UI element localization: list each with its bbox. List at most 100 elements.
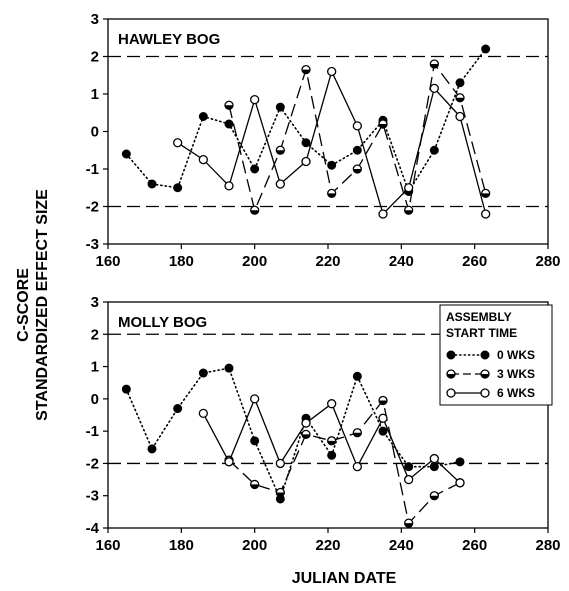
panel1-frame [107, 18, 549, 245]
panel1-series-6-wks-point-1 [198, 154, 208, 165]
legend-sample-3-wks-marker-right-half [481, 374, 489, 378]
panel1-series-3-wks-point-7 [404, 205, 414, 215]
panel2-series-3-wks-point-6-half [379, 400, 387, 405]
panel1-series-0-wks-point-14-dot [481, 44, 491, 54]
panel1-series-3-wks-point-1-half [250, 210, 259, 215]
panel2-series-6-wks-point-2 [250, 394, 260, 404]
panel1-series-0-wks-point-7-dot [301, 138, 311, 148]
panel1-series-3-wks-point-2 [275, 145, 285, 155]
legend-title-line1: ASSEMBLY [446, 310, 512, 324]
panel2-series-3-wks-point-6 [378, 395, 388, 406]
panel2-series-6-wks-point-9-dot [429, 453, 439, 464]
panel2-series-6-wks-point-6-dot [352, 462, 362, 472]
panel2-series-0-wks-point-2 [173, 404, 183, 414]
panel2-series-6-wks-point-0 [198, 408, 208, 419]
panel2-y-tick-label-6: 2 [91, 326, 99, 343]
panel1-y-tick-label-6: 3 [91, 11, 99, 28]
panel2-series-0-wks-point-4-dot [224, 363, 234, 373]
panel1-series-3-wks-point-10-half [481, 193, 490, 198]
panel1-series-6-wks-point-11 [455, 111, 465, 122]
panel1-series-0-wks [121, 44, 491, 196]
panel1-series-0-wks-point-12 [429, 145, 439, 155]
panel2-series-0-wks-point-3 [198, 368, 208, 378]
panel2-series-0-wks-point-5-dot [250, 436, 260, 446]
panel2-series-0-wks-point-10-dot [378, 426, 388, 436]
panel2-series-0-wks-point-9-dot [352, 371, 362, 381]
panel2-series-3-wks-point-7-half [404, 523, 413, 528]
panel2-series-0-wks-point-12-dot [429, 462, 439, 472]
legend-sample-0-wks-marker-right [480, 350, 490, 360]
panel2-series-3-wks-point-3-half [302, 434, 310, 439]
panel1-series-6-wks-point-10-dot [429, 83, 439, 94]
panel1-series-0-wks-point-1 [147, 179, 157, 189]
panel2-series-6-wks-point-3 [275, 458, 285, 469]
panel2-series-6-wks-point-9 [429, 453, 439, 464]
panel1-series-6-wks-point-5-dot [301, 156, 311, 167]
legend-label-3wks: 3 WKS [497, 367, 535, 381]
panel2-series-6-wks-point-1-dot [224, 457, 234, 467]
panel1-series-0-wks-point-9-dot [352, 145, 362, 155]
panel2-series-3-wks-point-3 [301, 429, 311, 440]
panel2-series-6-wks-point-0-dot [198, 408, 208, 419]
legend-sample-3-wks-marker-left-half [447, 374, 455, 378]
panel2-series-3-wks-point-4-half [327, 440, 336, 445]
panel2-series-0-wks-point-8-dot [327, 450, 337, 460]
panel1-x-tick-label-5: 260 [462, 253, 487, 270]
panel2-y-tick-label-1: -3 [86, 488, 99, 505]
panel2-series-6-wks-point-1 [224, 457, 234, 467]
panel1-y-tick-label-5: 2 [91, 49, 99, 66]
panel2-x-tick-label-2: 200 [242, 537, 267, 554]
panel2-x-tick-label-4: 240 [389, 537, 414, 554]
panel1-series-0-wks-point-3-dot [198, 112, 208, 121]
panel2-series-3-wks-point-5-half [353, 432, 362, 437]
panel2-series-6-wks [198, 394, 465, 488]
legend-label-6wks: 6 WKS [497, 386, 535, 400]
panel1-series-0-wks-point-9 [352, 145, 362, 155]
legend-sample-0-wks-marker-left [446, 350, 456, 360]
x-axis-title: JULIAN DATE [292, 570, 397, 587]
panel1-series-0-wks-point-8 [327, 160, 337, 170]
panel1-series-3-wks-point-0 [224, 100, 234, 110]
panel2-x-tick-label-6: 280 [535, 537, 560, 554]
panel1-series-3-wks-point-4-half [327, 193, 336, 198]
panel2-series-0-wks-point-12 [429, 462, 439, 472]
panel2: 160 180 200 220 240 260 280 -4 -3 -2 -1 0 1 2 3 MOLLY B… [86, 294, 561, 554]
panel2-series-6-wks-point-7-dot [378, 413, 388, 423]
panel1-series-6-wks-point-8-dot [378, 209, 388, 219]
panel2-series-0-wks-point-9 [352, 371, 362, 381]
panel1-series-3-wks-point-8 [429, 59, 439, 69]
panel2-series-0-wks-point-1 [147, 444, 157, 454]
panel1-series-6-wks-point-6-dot [327, 66, 337, 77]
panel1-series-6-wks-point-2-dot [224, 181, 234, 191]
panel2-x-tick-label-0: 160 [95, 537, 120, 554]
panel2-series-6-wks-point-5 [327, 399, 337, 409]
panel2-y-tick-label-4: 0 [91, 391, 99, 408]
panel1-series-3-wks-point-4 [327, 188, 337, 199]
panel1-series-6-wks-point-8 [378, 209, 388, 219]
legend-sample-0-wks-marker-left-dot [446, 350, 456, 360]
panel2-x-tick-label-5: 260 [462, 537, 487, 554]
panel2-series-3-wks-point-8-half [430, 495, 439, 500]
panel2-series-3-wks-point-5 [352, 428, 362, 438]
panel2-y-tick-label-3: -1 [86, 423, 99, 440]
panel1-y-tick-label-4: 1 [91, 86, 99, 103]
panel1-series-0-wks-point-6 [275, 102, 285, 112]
panel1-series-6-wks-point-1-dot [198, 154, 208, 165]
panel1-series-6-wks-point-7 [352, 121, 362, 131]
panel2-series-0-wks-point-8 [327, 450, 337, 460]
panel2-series-0-wks-point-1-dot [147, 444, 157, 454]
panel1-series-0-wks-point-13 [455, 78, 465, 88]
panel1-series-0-wks-point-0 [121, 149, 131, 159]
panel1-series-0-wks-point-12-dot [429, 145, 439, 155]
panel1-series-0-wks-point-3 [198, 112, 208, 121]
panel1-series-6-wks-point-9-dot [404, 183, 414, 193]
panel1-series-6-wks-point-9 [404, 183, 414, 193]
panel2-series-6-wks-point-4-dot [301, 418, 311, 428]
legend-sample-6-wks-marker-left-dot [446, 388, 456, 398]
panel2-series-0-wks-point-0 [121, 384, 131, 394]
panel1-series-3-wks-point-6 [378, 119, 388, 129]
panel1-series-6-wks [173, 66, 491, 219]
panel2-series-0-wks-point-13 [455, 457, 465, 467]
panel1-y-tick-label-3: 0 [91, 124, 99, 141]
panel1-series-3-wks-point-6-half [379, 124, 387, 128]
